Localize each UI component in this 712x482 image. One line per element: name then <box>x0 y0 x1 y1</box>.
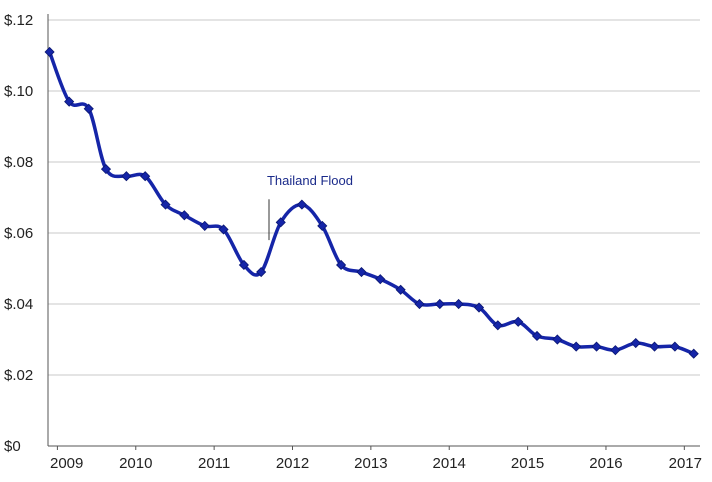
data-point-marker <box>199 220 210 231</box>
data-point-marker <box>492 320 503 331</box>
data-point-marker <box>531 330 543 342</box>
data-point-marker <box>571 341 582 352</box>
x-tick-labels: 2009 2010 2011 2012 2013 2014 2015 2016 2017 <box>50 446 702 472</box>
y-tick-label: $.08 <box>4 154 33 171</box>
x-tick-label: 2017 <box>669 455 702 472</box>
x-tick-label: 2010 <box>119 455 152 472</box>
data-point-marker <box>552 334 563 345</box>
data-point-marker <box>179 210 190 221</box>
data-point-marker <box>630 337 641 349</box>
data-point-marker <box>356 266 367 278</box>
y-tick-label: $.06 <box>4 225 33 242</box>
series-group <box>44 46 699 359</box>
data-point-marker <box>64 96 75 107</box>
grid-lines <box>48 19 700 376</box>
data-point-marker <box>473 302 485 313</box>
data-point-marker <box>336 259 347 271</box>
data-point-marker <box>100 164 112 175</box>
y-tick-label: $0 <box>4 438 21 455</box>
data-point-marker <box>275 217 286 228</box>
data-point-marker <box>669 341 680 352</box>
data-point-marker <box>256 266 267 278</box>
data-point-marker <box>395 284 406 295</box>
x-tick-label: 2015 <box>511 455 544 472</box>
x-tick-label: 2009 <box>50 455 83 472</box>
annotation-thailand-flood: Thailand Flood <box>267 173 353 188</box>
series-line <box>47 50 696 356</box>
data-point-marker <box>649 341 660 352</box>
data-point-marker <box>218 224 229 235</box>
x-tick-label: 2013 <box>354 455 387 472</box>
x-tick-label: 2011 <box>198 455 230 472</box>
data-point-marker <box>140 171 151 182</box>
y-tick-labels: $0 $.02 $.04 $.06 $.08 $.10 $.12 <box>4 12 33 455</box>
data-point-marker <box>121 171 132 182</box>
x-tick-label: 2014 <box>433 455 466 472</box>
x-tick-label: 2016 <box>589 455 622 472</box>
y-tick-label: $.12 <box>4 12 33 29</box>
x-tick-label: 2012 <box>276 455 309 472</box>
y-tick-label: $.04 <box>4 296 33 313</box>
data-point-marker <box>513 316 524 327</box>
data-point-marker <box>688 348 699 359</box>
data-point-marker <box>160 199 171 210</box>
annotation-group: Thailand Flood <box>267 173 353 241</box>
axes <box>47 14 700 447</box>
data-point-marker <box>317 220 328 231</box>
data-point-marker <box>610 345 621 356</box>
data-point-marker <box>414 298 425 310</box>
data-point-marker <box>591 341 602 352</box>
data-point-marker <box>434 298 445 310</box>
data-point-marker <box>296 199 307 210</box>
data-point-marker <box>44 46 55 58</box>
data-point-marker <box>83 103 94 114</box>
data-point-marker <box>453 298 464 310</box>
y-tick-label: $.10 <box>4 83 33 100</box>
y-tick-label: $.02 <box>4 367 33 384</box>
data-point-marker <box>375 274 386 285</box>
data-point-marker <box>238 259 249 271</box>
